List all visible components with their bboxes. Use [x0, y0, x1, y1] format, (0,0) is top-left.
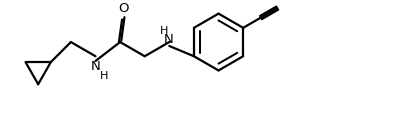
Text: N: N: [91, 60, 101, 73]
Text: O: O: [118, 2, 129, 15]
Text: H: H: [160, 26, 168, 36]
Text: H: H: [100, 71, 109, 81]
Text: N: N: [164, 33, 173, 46]
